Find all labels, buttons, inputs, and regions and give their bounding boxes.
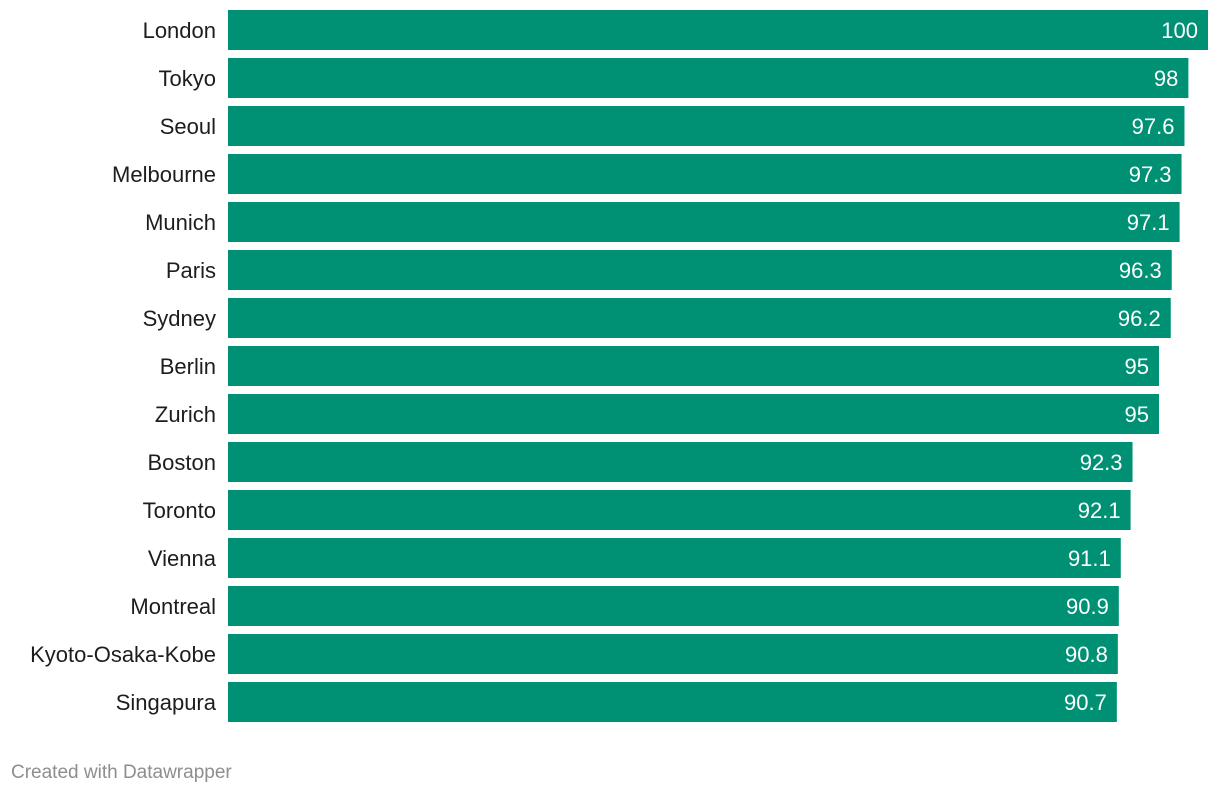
category-label: London bbox=[143, 18, 216, 43]
value-label: 95 bbox=[1125, 402, 1149, 427]
value-label: 100 bbox=[1161, 18, 1198, 43]
category-label: Montreal bbox=[130, 594, 216, 619]
bar bbox=[228, 586, 1119, 626]
value-label: 90.8 bbox=[1065, 642, 1108, 667]
bar bbox=[228, 442, 1133, 482]
category-label: Vienna bbox=[148, 546, 217, 571]
bar bbox=[228, 634, 1118, 674]
datawrapper-credit: Created with Datawrapper bbox=[11, 762, 232, 783]
bar bbox=[228, 490, 1131, 530]
category-label: Singapura bbox=[116, 690, 217, 715]
bar bbox=[228, 346, 1159, 386]
bar-row: Vienna 91.1 bbox=[148, 538, 1121, 578]
bar-row: London 100 bbox=[143, 10, 1208, 50]
bar-row: Boston 92.3 bbox=[148, 442, 1133, 482]
bar-row: Paris 96.3 bbox=[166, 250, 1172, 290]
category-label: Toronto bbox=[143, 498, 216, 523]
value-label: 91.1 bbox=[1068, 546, 1111, 571]
bar bbox=[228, 154, 1182, 194]
bar-chart: London 100 Tokyo 98 Seoul 97.6 Melbourne 97.3 Mu… bbox=[30, 10, 1208, 722]
value-label: 97.1 bbox=[1127, 210, 1170, 235]
category-label: Zurich bbox=[155, 402, 216, 427]
value-label: 95 bbox=[1125, 354, 1149, 379]
bar-row: Melbourne 97.3 bbox=[112, 154, 1182, 194]
category-label: Tokyo bbox=[159, 66, 216, 91]
bar bbox=[228, 106, 1185, 146]
bar bbox=[228, 250, 1172, 290]
bar bbox=[228, 58, 1189, 98]
category-label: Boston bbox=[148, 450, 217, 475]
bar bbox=[228, 202, 1180, 242]
value-label: 92.1 bbox=[1078, 498, 1121, 523]
category-label: Seoul bbox=[160, 114, 216, 139]
bar-row: Singapura 90.7 bbox=[116, 682, 1117, 722]
value-label: 97.6 bbox=[1132, 114, 1175, 139]
value-label: 90.9 bbox=[1066, 594, 1109, 619]
bar-row: Kyoto-Osaka-Kobe 90.8 bbox=[30, 634, 1118, 674]
value-label: 92.3 bbox=[1080, 450, 1123, 475]
bar-row: Sydney 96.2 bbox=[143, 298, 1171, 338]
category-label: Berlin bbox=[160, 354, 216, 379]
bar bbox=[228, 394, 1159, 434]
category-label: Melbourne bbox=[112, 162, 216, 187]
value-label: 97.3 bbox=[1129, 162, 1172, 187]
bar bbox=[228, 538, 1121, 578]
value-label: 96.3 bbox=[1119, 258, 1162, 283]
category-label: Paris bbox=[166, 258, 216, 283]
bar-row: Berlin 95 bbox=[160, 346, 1159, 386]
bar bbox=[228, 682, 1117, 722]
category-label: Kyoto-Osaka-Kobe bbox=[30, 642, 216, 667]
bar-row: Montreal 90.9 bbox=[130, 586, 1119, 626]
bar bbox=[228, 298, 1171, 338]
bar bbox=[228, 10, 1208, 50]
category-label: Munich bbox=[145, 210, 216, 235]
bar-row: Seoul 97.6 bbox=[160, 106, 1185, 146]
bar-row: Toronto 92.1 bbox=[143, 490, 1131, 530]
bar-row: Zurich 95 bbox=[155, 394, 1159, 434]
bar-row: Munich 97.1 bbox=[145, 202, 1180, 242]
category-label: Sydney bbox=[143, 306, 216, 331]
value-label: 90.7 bbox=[1064, 690, 1107, 715]
value-label: 98 bbox=[1154, 66, 1178, 91]
bar-row: Tokyo 98 bbox=[159, 58, 1189, 98]
value-label: 96.2 bbox=[1118, 306, 1161, 331]
